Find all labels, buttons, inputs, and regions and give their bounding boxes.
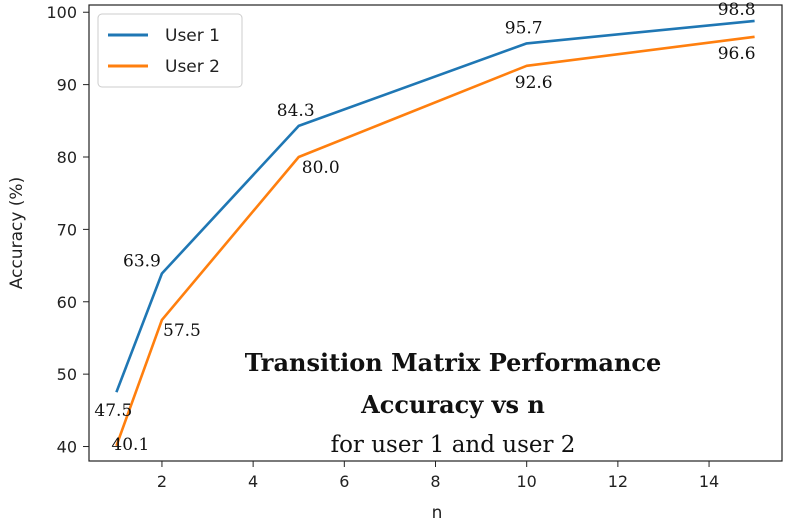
y-tick-label: 100 xyxy=(46,3,77,22)
y-tick-label: 50 xyxy=(57,365,77,384)
data-label-user-1: 98.8 xyxy=(718,0,756,20)
legend: User 1 User 2 xyxy=(97,13,243,88)
legend-label-user-1: User 1 xyxy=(165,26,220,46)
data-label-user-2: 80.0 xyxy=(302,158,340,178)
y-tick-label: 40 xyxy=(57,438,77,457)
y-tick-label: 80 xyxy=(57,148,77,167)
data-label-user-2: 92.6 xyxy=(515,73,553,93)
x-tick-label: 4 xyxy=(248,472,258,491)
series-line-user-2 xyxy=(115,35,755,447)
x-tick-label: 6 xyxy=(339,472,349,491)
y-tick-label: 90 xyxy=(57,76,77,95)
y-axis-label: Accuracy (%) xyxy=(7,177,27,289)
x-tick-label: 14 xyxy=(699,472,719,491)
chart-title: Transition Matrix Performance xyxy=(245,348,662,377)
y-axis: 40 50 60 70 80 90 100 xyxy=(46,3,89,457)
x-tick-label: 2 xyxy=(157,472,167,491)
data-label-user-1: 95.7 xyxy=(505,18,543,38)
series-group xyxy=(115,19,755,447)
x-tick-label: 8 xyxy=(430,472,440,491)
legend-label-user-2: User 2 xyxy=(165,57,220,77)
data-label-user-2: 40.1 xyxy=(111,435,149,455)
data-label-user-1: 63.9 xyxy=(123,252,161,272)
y-tick-label: 70 xyxy=(57,220,77,239)
x-axis: 2 4 6 8 10 12 14 xyxy=(157,461,719,491)
legend-box xyxy=(97,13,243,88)
chart-subtitle: Accuracy vs n xyxy=(360,390,545,419)
data-label-user-1: 47.5 xyxy=(94,401,132,421)
x-tick-label: 10 xyxy=(517,472,537,491)
data-label-user-1: 84.3 xyxy=(277,101,315,121)
series-line-user-1 xyxy=(115,19,755,393)
data-labels: 47.5 63.9 84.3 95.7 98.8 40.1 57.5 80.0 92.6 96.6 xyxy=(94,0,755,455)
y-tick-label: 60 xyxy=(57,293,77,312)
data-label-user-2: 57.5 xyxy=(163,321,201,341)
x-axis-label: n xyxy=(432,503,443,523)
x-tick-label: 12 xyxy=(608,472,628,491)
data-label-user-2: 96.6 xyxy=(718,44,756,64)
chart-subtitle-2: for user 1 and user 2 xyxy=(331,432,576,458)
